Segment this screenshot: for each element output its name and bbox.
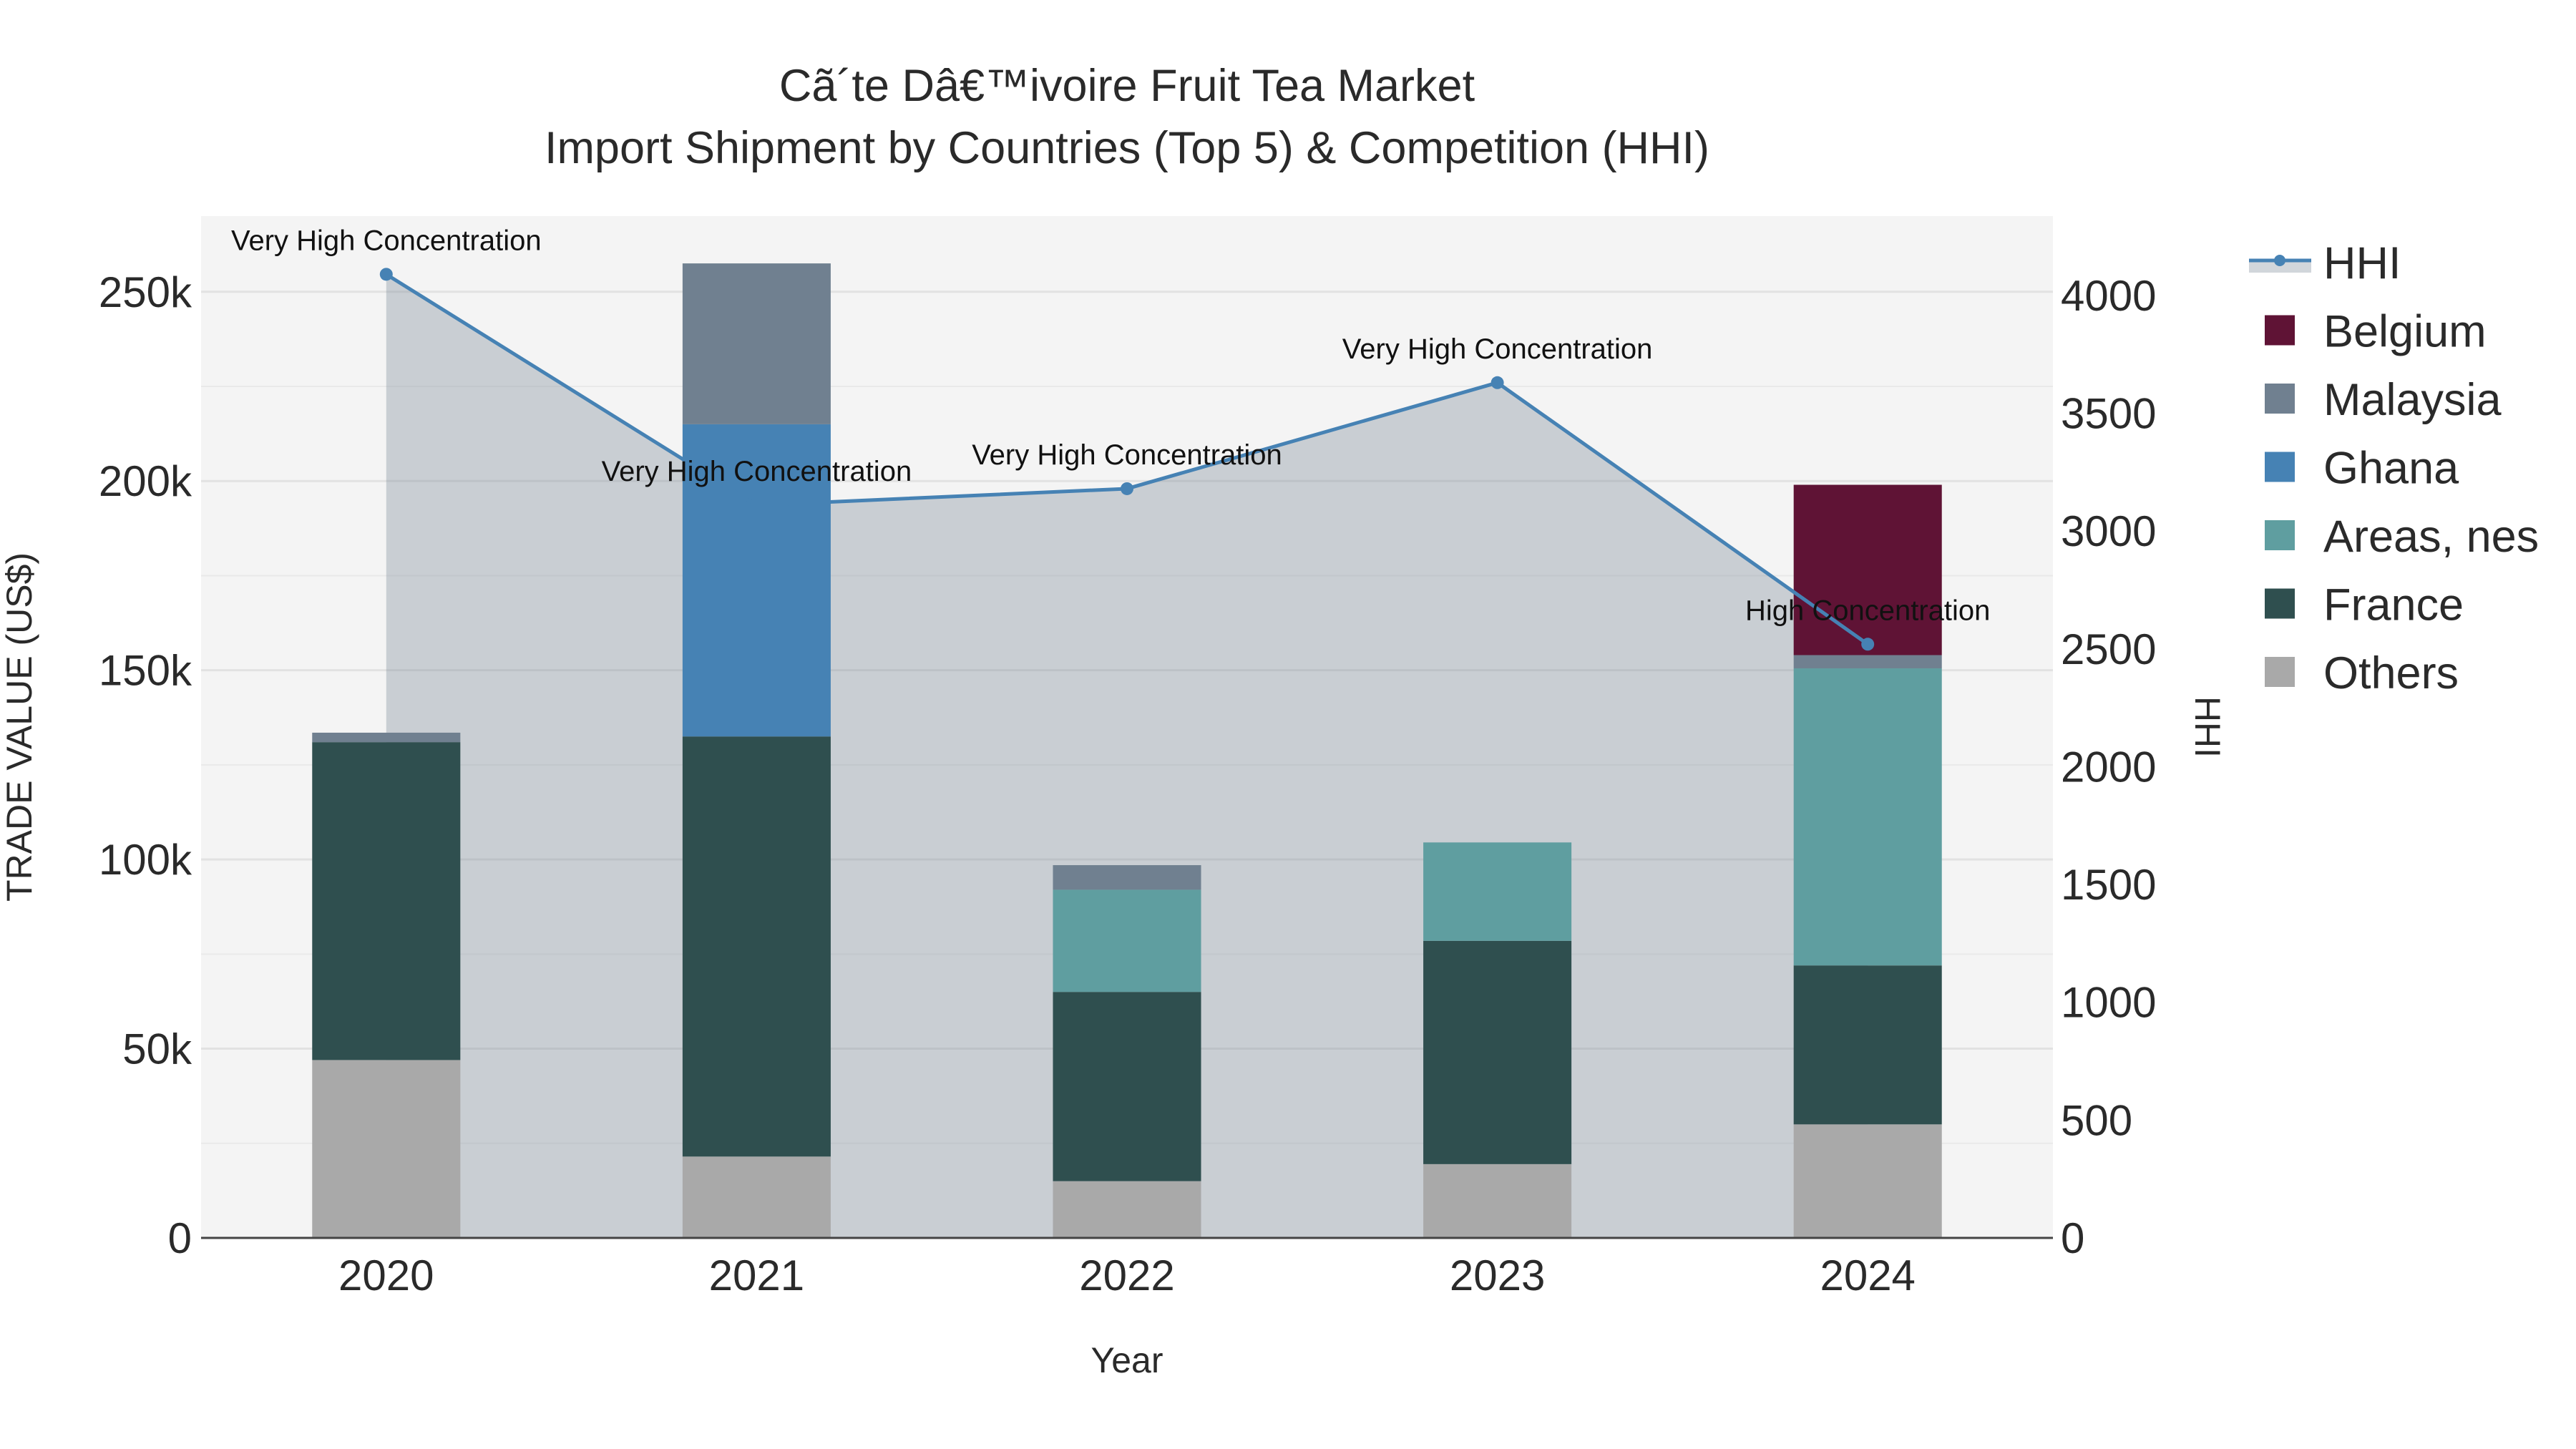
legend-swatch-france <box>2265 588 2295 619</box>
y-axis-label: TRADE VALUE (US$) <box>0 552 39 902</box>
legend-label-hhi: HHI <box>2323 238 2401 288</box>
bar-france-2022 <box>1053 992 1201 1181</box>
y-tick-label: 100k <box>99 836 192 884</box>
y2-tick-label: 2500 <box>2061 625 2156 673</box>
hhi-point-2024 <box>1861 638 1875 651</box>
y2-tick-label: 2000 <box>2061 743 2156 791</box>
legend-label-ghana: Ghana <box>2323 444 2459 494</box>
x-axis-ticks: 2020 2021 2022 2023 2024 <box>338 1252 1916 1299</box>
bars <box>312 263 1942 1238</box>
legend-label-malaysia: Malaysia <box>2323 375 2502 425</box>
bar-others-2022 <box>1053 1181 1201 1238</box>
x-tick-label: 2024 <box>1820 1252 1915 1299</box>
bar-france-2021 <box>682 736 831 1157</box>
y-tick-label: 50k <box>122 1025 192 1073</box>
hhi-point-2020 <box>379 268 393 281</box>
y2-tick-label: 1500 <box>2061 861 2156 909</box>
bar-france-2020 <box>312 742 461 1060</box>
hhi-label-2022: Very High Concentration <box>972 439 1282 471</box>
bar-areas-nes-2023 <box>1423 842 1572 941</box>
legend-swatch-others <box>2265 657 2295 687</box>
hhi-point-2022 <box>1121 482 1133 495</box>
bar-malaysia-2024 <box>1793 655 1942 669</box>
y2-axis-ticks: 0 500 1000 1500 2000 2500 3000 3500 4000 <box>2061 272 2156 1262</box>
y-tick-label: 150k <box>99 647 192 695</box>
legend: HHI Belgium Malaysia Ghana Areas, nes France O… <box>2249 238 2539 698</box>
bar-others-2021 <box>682 1156 831 1238</box>
bar-areas-nes-2022 <box>1053 889 1201 992</box>
x-tick-label: 2020 <box>338 1252 434 1299</box>
legend-swatch-areas-nes <box>2265 520 2295 550</box>
bar-others-2023 <box>1423 1163 1572 1238</box>
legend-label-areas-nes: Areas, nes <box>2323 512 2539 562</box>
bar-malaysia-2022 <box>1053 865 1201 890</box>
bar-belgium-2024 <box>1793 484 1942 655</box>
legend-label-others: Others <box>2323 648 2459 698</box>
y-axis-ticks: 0 50k 100k 150k 200k 250k <box>99 268 192 1262</box>
hhi-label-2023: Very High Concentration <box>1342 333 1653 365</box>
legend-label-france: France <box>2323 580 2464 630</box>
hhi-label-2024: High Concentration <box>1745 595 1990 626</box>
y-tick-label: 0 <box>168 1214 192 1262</box>
y-tick-label: 200k <box>99 457 192 505</box>
legend-swatch-hhi-area <box>2249 260 2311 273</box>
legend-swatch-ghana <box>2265 452 2295 482</box>
legend-swatch-belgium <box>2265 315 2295 346</box>
y2-tick-label: 3500 <box>2061 390 2156 438</box>
x-tick-label: 2022 <box>1079 1252 1174 1299</box>
x-tick-label: 2023 <box>1450 1252 1545 1299</box>
chart-title: Cã´te Dâ€™ivoire Fruit Tea Market <box>779 61 1475 111</box>
bar-others-2024 <box>1793 1124 1942 1238</box>
y2-tick-label: 4000 <box>2061 272 2156 320</box>
bar-malaysia-2021 <box>682 263 831 424</box>
x-tick-label: 2021 <box>709 1252 804 1299</box>
hhi-line: Very High Concentration Very High Concent… <box>231 225 1990 651</box>
bar-malaysia-2020 <box>312 732 461 743</box>
y2-tick-label: 500 <box>2061 1096 2132 1144</box>
legend-swatch-hhi-marker <box>2274 255 2285 266</box>
x-axis-label: Year <box>1091 1340 1163 1380</box>
hhi-label-2021: Very High Concentration <box>602 456 912 487</box>
legend-label-belgium: Belgium <box>2323 307 2487 357</box>
bar-others-2020 <box>312 1060 461 1238</box>
y2-axis-label: HHI <box>2187 696 2228 758</box>
y2-tick-label: 1000 <box>2061 979 2156 1027</box>
bar-france-2023 <box>1423 940 1572 1164</box>
bar-france-2024 <box>1793 965 1942 1125</box>
hhi-label-2020: Very High Concentration <box>231 225 542 256</box>
chart-subtitle: Import Shipment by Countries (Top 5) & C… <box>545 123 1709 173</box>
legend-swatch-malaysia <box>2265 384 2295 414</box>
hhi-point-2023 <box>1491 376 1504 389</box>
y2-tick-label: 3000 <box>2061 507 2156 555</box>
bar-areas-nes-2024 <box>1793 668 1942 966</box>
y-tick-label: 250k <box>99 268 192 316</box>
y2-tick-label: 0 <box>2061 1214 2084 1262</box>
hhi-point-2021 <box>750 499 763 512</box>
